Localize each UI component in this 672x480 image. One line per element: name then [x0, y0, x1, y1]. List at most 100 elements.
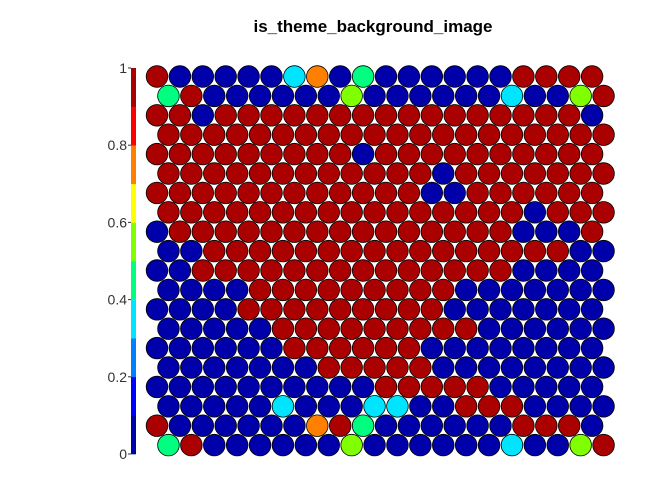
hex-cell — [500, 395, 524, 418]
hex-cell — [203, 239, 226, 263]
hex-cell — [397, 104, 421, 127]
hex-cell — [535, 220, 558, 243]
hex-cell — [157, 239, 180, 263]
hex-cell — [409, 123, 432, 146]
hex-cell — [214, 104, 237, 127]
hex-cell — [443, 298, 466, 321]
hex-cell — [558, 65, 581, 88]
hex-cell — [443, 220, 466, 243]
hex-cell — [580, 375, 604, 399]
hex-cell — [203, 356, 226, 379]
hex-cell — [191, 220, 215, 243]
hex-cell — [546, 356, 569, 379]
hex-cell — [409, 84, 432, 108]
hex-cell — [203, 84, 226, 108]
hex-cell — [546, 278, 569, 302]
hex-cell — [248, 317, 272, 340]
hex-cell — [409, 395, 432, 418]
hex-cell — [420, 104, 444, 127]
hex-cell — [432, 395, 455, 418]
hex-cell — [294, 356, 318, 379]
hex-cell — [340, 278, 363, 302]
hex-cell — [306, 181, 329, 205]
hex-cell — [569, 123, 592, 146]
hex-cell — [466, 181, 489, 205]
hex-cell — [477, 433, 501, 457]
hex-cell — [214, 414, 237, 437]
hex-cell — [145, 181, 169, 205]
hex-cell — [558, 375, 581, 399]
hex-cell — [157, 123, 180, 146]
hex-cell — [466, 142, 489, 166]
hex-cell — [466, 65, 489, 88]
hex-cell — [306, 65, 329, 88]
hex-cell — [466, 336, 489, 360]
hex-cell — [225, 278, 249, 302]
hex-cell — [237, 220, 260, 243]
hex-cell — [180, 239, 203, 263]
hex-cell — [351, 298, 375, 321]
hex-cell — [168, 259, 192, 282]
hex-cell — [237, 142, 260, 166]
hex-cell — [512, 65, 535, 88]
hex-cell — [157, 356, 180, 379]
hex-cell — [351, 336, 375, 360]
hex-cell — [363, 278, 386, 302]
hex-cell — [237, 181, 260, 205]
hex-cell — [237, 104, 260, 127]
hex-cell — [248, 239, 272, 263]
hex-cell — [523, 356, 547, 379]
hex-cell — [489, 259, 512, 282]
hex-cell — [454, 356, 478, 379]
hex-cell — [386, 84, 409, 108]
hex-cell — [294, 433, 318, 457]
hex-cell — [317, 278, 340, 302]
hex-cell — [294, 278, 318, 302]
hex-cell — [592, 395, 615, 418]
hex-cell — [558, 414, 581, 437]
hex-cell — [592, 201, 615, 224]
hex-cell — [454, 201, 478, 224]
hex-cell — [535, 336, 558, 360]
hex-cell — [374, 259, 398, 282]
color-scale-segment — [131, 338, 136, 378]
hex-cell — [340, 317, 363, 340]
hex-cell — [191, 375, 215, 399]
hex-cell — [260, 220, 283, 243]
hex-cell — [271, 278, 295, 302]
color-scale-segment — [131, 376, 136, 416]
hex-cell — [168, 414, 192, 437]
hex-cell — [248, 201, 272, 224]
hex-cell — [386, 278, 409, 302]
hex-cell — [454, 84, 478, 108]
hex-cell — [363, 84, 386, 108]
hex-cell — [512, 181, 535, 205]
hex-cell — [180, 201, 203, 224]
hex-cell — [306, 220, 329, 243]
hex-cell — [260, 414, 283, 437]
hex-cell — [248, 123, 272, 146]
hex-cell — [248, 356, 272, 379]
hex-cell — [443, 142, 466, 166]
hex-cell — [157, 162, 180, 185]
hex-cell — [523, 395, 547, 418]
hex-cell — [489, 414, 512, 437]
hex-cell — [248, 84, 272, 108]
hex-cell — [191, 104, 215, 127]
hex-cell — [374, 181, 398, 205]
hex-cell — [260, 336, 283, 360]
hex-cell — [500, 201, 524, 224]
hex-cell — [317, 123, 340, 146]
hex-cell — [225, 433, 249, 457]
hex-cell — [592, 278, 615, 302]
hex-cell — [489, 181, 512, 205]
hex-cell — [271, 317, 295, 340]
hex-cell — [420, 298, 444, 321]
hex-cell — [466, 414, 489, 437]
hex-cell — [329, 142, 352, 166]
hex-cell — [454, 123, 478, 146]
hex-cell — [191, 298, 215, 321]
hex-cell — [180, 123, 203, 146]
hex-cell — [317, 201, 340, 224]
